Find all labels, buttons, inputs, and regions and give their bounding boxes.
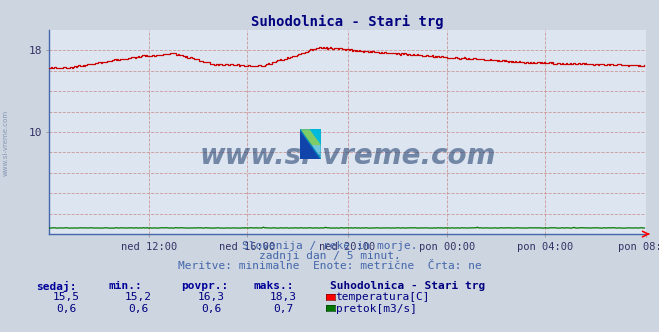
Text: pretok[m3/s]: pretok[m3/s] [335, 304, 416, 314]
Polygon shape [300, 129, 321, 159]
Text: 16,3: 16,3 [198, 292, 224, 302]
Text: 0,6: 0,6 [129, 304, 148, 314]
Text: Slovenija / reke in morje.: Slovenija / reke in morje. [242, 241, 417, 251]
Polygon shape [300, 129, 321, 144]
Text: 15,2: 15,2 [125, 292, 152, 302]
Text: maks.:: maks.: [254, 281, 294, 290]
Title: Suhodolnica - Stari trg: Suhodolnica - Stari trg [251, 15, 444, 29]
Polygon shape [300, 129, 321, 159]
Text: 0,6: 0,6 [201, 304, 221, 314]
Text: 15,5: 15,5 [53, 292, 79, 302]
Text: zadnji dan / 5 minut.: zadnji dan / 5 minut. [258, 251, 401, 261]
Text: povpr.:: povpr.: [181, 281, 229, 290]
Text: temperatura[C]: temperatura[C] [335, 292, 430, 302]
Text: www.si-vreme.com: www.si-vreme.com [200, 142, 496, 170]
Text: min.:: min.: [109, 281, 142, 290]
Text: 18,3: 18,3 [270, 292, 297, 302]
Text: 0,6: 0,6 [56, 304, 76, 314]
Text: Suhodolnica - Stari trg: Suhodolnica - Stari trg [330, 281, 485, 290]
Text: sedaj:: sedaj: [36, 281, 76, 291]
Text: Meritve: minimalne  Enote: metrične  Črta: ne: Meritve: minimalne Enote: metrične Črta:… [178, 261, 481, 271]
Polygon shape [310, 129, 321, 144]
Text: www.si-vreme.com: www.si-vreme.com [2, 110, 9, 176]
Text: 0,7: 0,7 [273, 304, 293, 314]
